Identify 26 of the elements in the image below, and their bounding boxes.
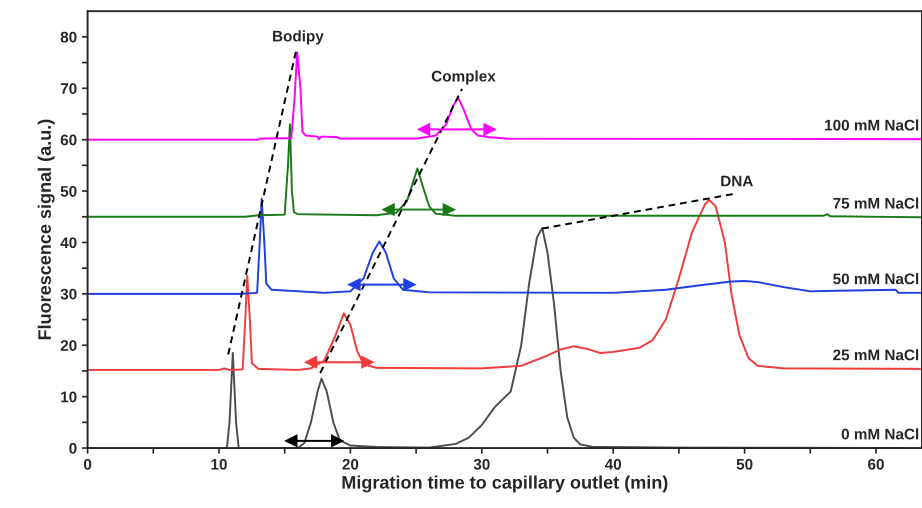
y-tick-label: 0 [69,442,77,454]
series-label: 75 mM NaCl [833,197,918,209]
y-tick-label: 70 [60,83,77,94]
series-label: 100 mM NaCl [825,119,918,131]
y-tick-label: 60 [60,134,77,146]
x-tick-label: 0 [84,458,92,470]
series-label: 25 mM NaCl [833,349,918,360]
y-tick-label: 30 [60,288,77,300]
x-axis-title: Migration time to capillary outlet (min) [342,475,668,492]
annotation: Bodipy [273,30,324,45]
x-tick-label: 60 [868,458,884,470]
y-tick-label: 40 [60,237,77,248]
y-tick-label: 50 [60,186,77,197]
annotation: DNA [721,176,753,186]
x-tick-label: 30 [474,458,490,470]
series-label: 0 mM NaCl [842,428,918,440]
x-tick-label: 10 [211,458,227,470]
x-tick-label: 20 [342,458,358,470]
annotation: Complex [432,70,496,85]
x-tick-label: 40 [604,458,622,470]
y-tick-label: 10 [61,392,77,402]
y-axis-title: Fluorescence signal (a.u.) [38,120,55,340]
series-label: 50 mM NaCl [833,273,918,284]
x-tick-label: 50 [736,458,752,470]
y-tick-label: 20 [60,340,77,351]
y-tick-label: 80 [60,32,77,43]
